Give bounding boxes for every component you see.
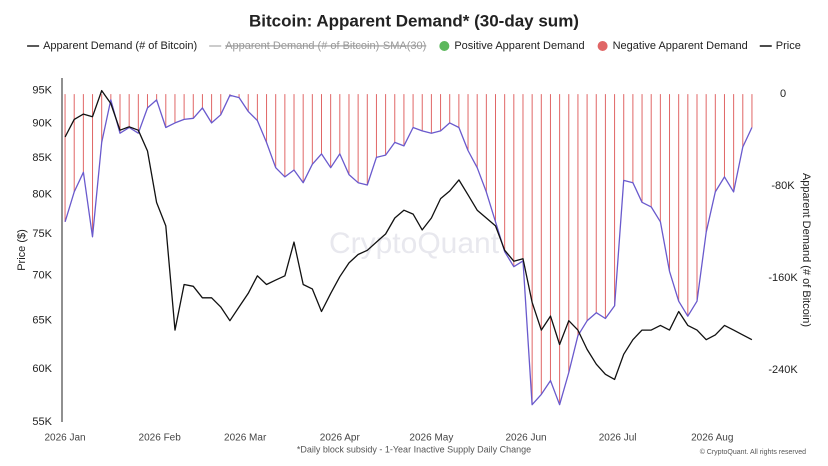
legend-swatch [439, 41, 450, 51]
x-tick-label: 2026 Aug [691, 433, 733, 444]
x-tick-label: 2026 May [409, 433, 453, 444]
y2-tick-label: -160K [768, 272, 798, 284]
y-tick-label: 70K [32, 270, 52, 282]
y-tick-label: 85K [32, 152, 52, 164]
y2-axis-label: Apparent Demand (# of Bitcoin) [800, 173, 812, 327]
y-tick-label: 90K [32, 117, 52, 129]
y-tick-label: 75K [32, 228, 52, 240]
y-tick-label: 95K [32, 85, 52, 97]
y-tick-label: 65K [32, 315, 52, 327]
legend: Apparent Demand (# of Bitcoin) Apparent D… [27, 40, 801, 52]
y2-tick-label: -80K [771, 180, 795, 192]
legend-label: Apparent Demand (# of Bitcoin) [43, 40, 197, 52]
series-line [64, 89, 753, 381]
credit: © CryptoQuant. All rights reserved [700, 448, 806, 456]
series-line [64, 94, 753, 406]
x-tick-label: 2026 Apr [320, 433, 361, 444]
y2-tick-label: 0 [780, 88, 786, 100]
legend-label: Price [776, 40, 801, 52]
legend-label: Positive Apparent Demand [454, 40, 584, 52]
watermark: CryptoQuant [329, 227, 500, 260]
footnote: *Daily block subsidy - 1-Year Inactive S… [297, 444, 531, 454]
legend-label: Apparent Demand (# of Bitcoin)-SMA(30) [225, 40, 426, 52]
x-tick-label: 2026 Jan [44, 433, 85, 444]
x-tick-label: 2026 Jun [505, 433, 546, 444]
chart-title: Bitcoin: Apparent Demand* (30-day sum) [249, 11, 579, 30]
y2-tick-label: -240K [768, 364, 798, 376]
legend-swatch [597, 41, 608, 51]
legend-label: Negative Apparent Demand [613, 40, 748, 52]
x-tick-label: 2026 Feb [139, 433, 182, 444]
y-tick-label: 60K [32, 363, 52, 375]
y-tick-label: 55K [32, 416, 52, 428]
y-tick-label: 80K [32, 189, 52, 201]
y-axis-label: Price ($) [16, 229, 28, 271]
x-tick-label: 2026 Mar [224, 433, 267, 444]
x-tick-label: 2026 Jul [599, 433, 637, 444]
